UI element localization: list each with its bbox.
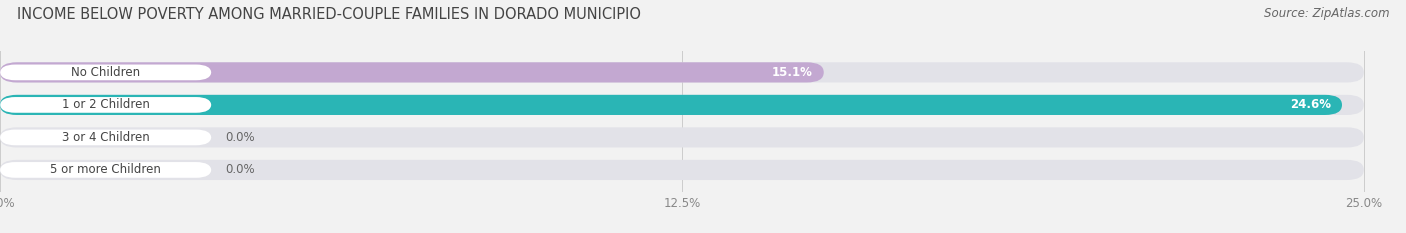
Text: No Children: No Children xyxy=(72,66,141,79)
FancyBboxPatch shape xyxy=(0,130,211,145)
Text: 15.1%: 15.1% xyxy=(772,66,813,79)
Text: 0.0%: 0.0% xyxy=(225,131,254,144)
Text: 1 or 2 Children: 1 or 2 Children xyxy=(62,98,149,111)
FancyBboxPatch shape xyxy=(0,162,211,178)
FancyBboxPatch shape xyxy=(0,95,1341,115)
Text: 24.6%: 24.6% xyxy=(1291,98,1331,111)
FancyBboxPatch shape xyxy=(0,65,211,80)
FancyBboxPatch shape xyxy=(0,95,1364,115)
Text: 0.0%: 0.0% xyxy=(225,163,254,176)
Text: 5 or more Children: 5 or more Children xyxy=(51,163,162,176)
Text: 3 or 4 Children: 3 or 4 Children xyxy=(62,131,149,144)
Text: INCOME BELOW POVERTY AMONG MARRIED-COUPLE FAMILIES IN DORADO MUNICIPIO: INCOME BELOW POVERTY AMONG MARRIED-COUPL… xyxy=(17,7,641,22)
FancyBboxPatch shape xyxy=(0,62,1364,82)
FancyBboxPatch shape xyxy=(0,62,824,82)
FancyBboxPatch shape xyxy=(0,160,1364,180)
FancyBboxPatch shape xyxy=(0,97,211,113)
Text: Source: ZipAtlas.com: Source: ZipAtlas.com xyxy=(1264,7,1389,20)
FancyBboxPatch shape xyxy=(0,127,1364,147)
